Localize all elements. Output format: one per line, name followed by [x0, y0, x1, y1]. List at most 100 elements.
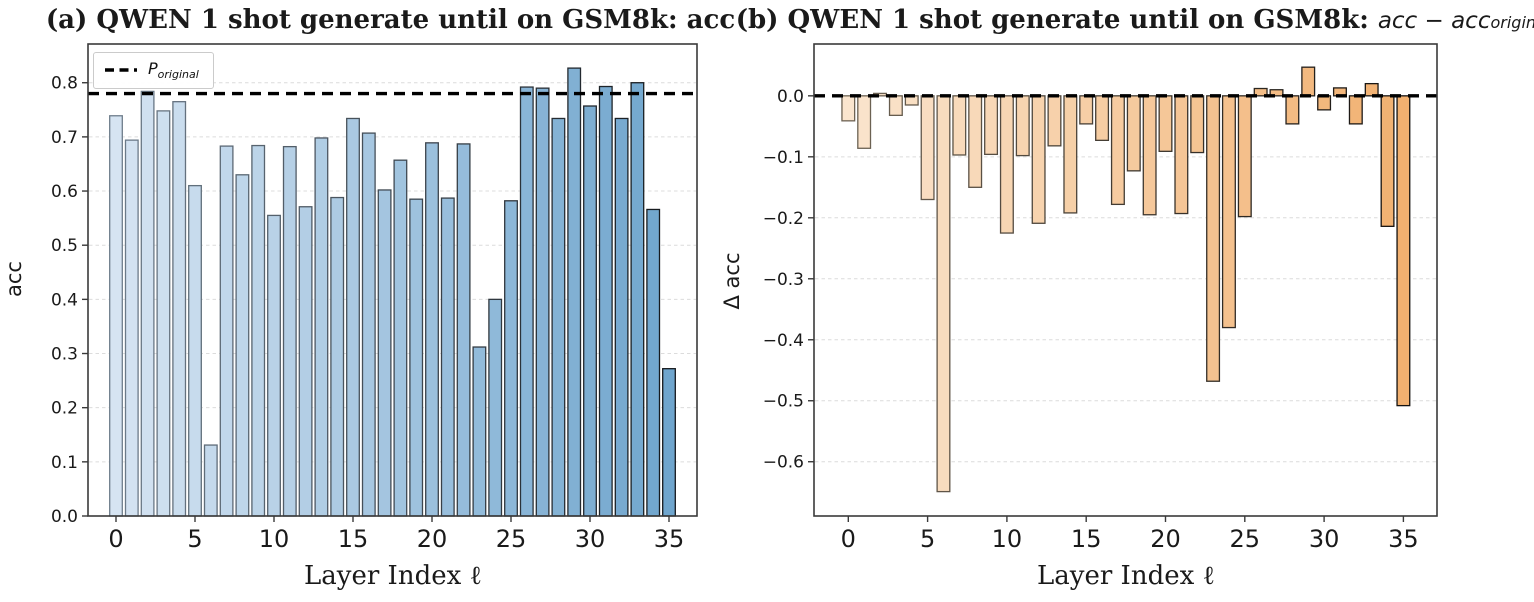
chart-a-xlabel: Layer Index ℓ [304, 561, 482, 591]
chart-b-bar-layer-12 [1031, 95, 1046, 224]
chart-b-bar-layer-24 [1221, 95, 1236, 329]
chart-a-bar-layer-18 [393, 159, 408, 517]
chart-b-title-math-sub: original [1490, 13, 1534, 32]
chart-b-bar-layer-27 [1269, 89, 1284, 97]
chart-a-y-tick-label: 0.3 [51, 345, 78, 365]
chart-b-title-text: (b) QWEN 1 shot generate until on GSM8k: [735, 5, 1369, 35]
chart-b-title: (b) QWEN 1 shot generate until on GSM8k:… [736, 5, 1534, 35]
chart-b-bar-layer-11 [1015, 95, 1030, 157]
chart-a-bar-layer-33 [630, 82, 645, 517]
chart-a-axes-box [87, 43, 698, 517]
chart-a-bar-layer-30 [583, 105, 597, 517]
chart-a-bar-layer-4 [172, 101, 187, 517]
chart-a-bar-layer-22 [456, 143, 471, 517]
chart-b-bar-layer-29 [1301, 66, 1316, 97]
chart-a-bar-layer-14 [330, 196, 345, 517]
chart-a-ylabel: acc [2, 261, 26, 297]
chart-b-bar-layer-0 [841, 95, 856, 122]
chart-b-bar-layer-23 [1206, 95, 1221, 382]
chart-a-bar-layer-10 [267, 214, 281, 517]
chart-a-title: (a) QWEN 1 shot generate until on GSM8k:… [46, 5, 735, 35]
chart-a-x-tick-label: 25 [496, 525, 527, 553]
chart-a-x-tick-label: 5 [187, 525, 202, 553]
chart-a-bar-layer-17 [377, 189, 392, 517]
chart-b-bar-layer-5 [920, 95, 935, 201]
chart-a-bar-layer-3 [156, 110, 171, 517]
chart-a-bar-layer-29 [567, 67, 582, 517]
chart-a-x-tick-label: 35 [654, 525, 685, 553]
chart-b-bar-layer-14 [1063, 95, 1078, 214]
chart-a-bar-layer-7 [219, 145, 234, 517]
chart-b-bar-layer-10 [999, 95, 1014, 234]
chart-b-x-tick-label: 10 [992, 525, 1023, 553]
chart-b-bar-layer-21 [1174, 95, 1189, 215]
chart-a-y-tick-label: 0.1 [51, 453, 78, 473]
chart-a-bar-layer-21 [440, 197, 455, 517]
chart-b-bar-layer-13 [1047, 95, 1062, 147]
chart-b-bar-layer-30 [1317, 95, 1332, 111]
chart-b-bar-layer-33 [1364, 82, 1379, 97]
chart-b-y-tick-label: −0.1 [763, 148, 804, 168]
chart-b-bar-layer-34 [1380, 95, 1395, 227]
chart-a-x-tick-label: 15 [338, 525, 369, 553]
chart-a-bar-layer-23 [472, 346, 487, 517]
chart-a-bar-layer-8 [235, 174, 250, 517]
chart-b-y-tick-label: −0.5 [763, 392, 804, 412]
chart-a-bar-layer-35 [662, 368, 676, 517]
chart-a-bar-layer-13 [314, 137, 329, 517]
chart-b-bar-layer-15 [1079, 95, 1094, 125]
chart-b-y-tick-label: −0.6 [763, 453, 804, 473]
chart-a-bar-layer-24 [488, 298, 503, 517]
chart-a-x-tick-label: 0 [108, 525, 123, 553]
chart-b-bar-layer-7 [952, 95, 967, 156]
chart-a-y-tick-label: 0.0 [51, 507, 78, 527]
chart-a-y-tick-label: 0.4 [51, 290, 78, 310]
chart-b-bar-layer-17 [1110, 95, 1125, 206]
chart-b-x-tick-label: 5 [920, 525, 935, 553]
chart-a-bar-layer-28 [551, 117, 566, 517]
chart-b-bar-layer-1 [857, 95, 872, 149]
chart-a-bar-layer-11 [282, 145, 297, 517]
chart-b-bar-layer-18 [1126, 95, 1141, 172]
chart-a-x-tick-label: 10 [259, 525, 290, 553]
chart-b-xlabel: Layer Index ℓ [1037, 561, 1215, 591]
chart-b-y-tick-label: −0.2 [763, 209, 804, 229]
chart-a-bar-layer-19 [409, 198, 424, 517]
chart-a-bar-layer-20 [425, 142, 439, 517]
legend: Poriginal [93, 52, 214, 90]
chart-a-y-tick-label: 0.8 [51, 74, 78, 94]
chart-a-bar-layer-9 [251, 144, 266, 517]
chart-a-bar-layer-15 [346, 117, 360, 517]
chart-a-bar-layer-32 [614, 117, 629, 517]
chart-a-title-text: (a) QWEN 1 shot generate until on GSM8k:… [45, 5, 736, 35]
chart-b-bar-layer-16 [1095, 95, 1110, 142]
chart-b-x-tick-label: 25 [1230, 525, 1261, 553]
chart-a-y-tick-label: 0.6 [51, 182, 78, 202]
chart-a-bar-layer-27 [535, 87, 550, 517]
chart-a-bar-layer-25 [504, 200, 518, 517]
chart-b-bar-layer-26 [1253, 87, 1268, 97]
chart-b-bar-layer-9 [984, 95, 999, 156]
chart-b-x-tick-label: 35 [1388, 525, 1419, 553]
chart-a-x-tick-label: 20 [417, 525, 448, 553]
chart-a-bar-layer-16 [361, 132, 376, 517]
chart-b-bar-layer-22 [1190, 95, 1205, 154]
legend-label: Poriginal [148, 59, 199, 81]
chart-a-bar-layer-26 [519, 86, 534, 517]
chart-a-x-tick-label: 30 [575, 525, 606, 553]
chart-a-y-tick-label: 0.7 [51, 128, 78, 148]
chart-b-bar-layer-6 [936, 95, 951, 493]
chart-b-y-tick-label: 0.0 [777, 87, 804, 107]
chart-b-y-tick-label: −0.4 [763, 331, 804, 351]
chart-a-bar-layer-1 [124, 139, 139, 517]
chart-b-bar-layer-20 [1158, 95, 1173, 152]
chart-a-bar-layer-31 [598, 85, 613, 517]
chart-a-bar-layer-2 [140, 90, 155, 517]
chart-b-ylabel: Δ acc [720, 252, 744, 310]
chart-b-x-tick-label: 0 [841, 525, 856, 553]
dashed-line-sample-icon [105, 68, 137, 72]
chart-b-bar-layer-8 [968, 95, 983, 188]
chart-b-bar-layer-28 [1285, 95, 1300, 125]
